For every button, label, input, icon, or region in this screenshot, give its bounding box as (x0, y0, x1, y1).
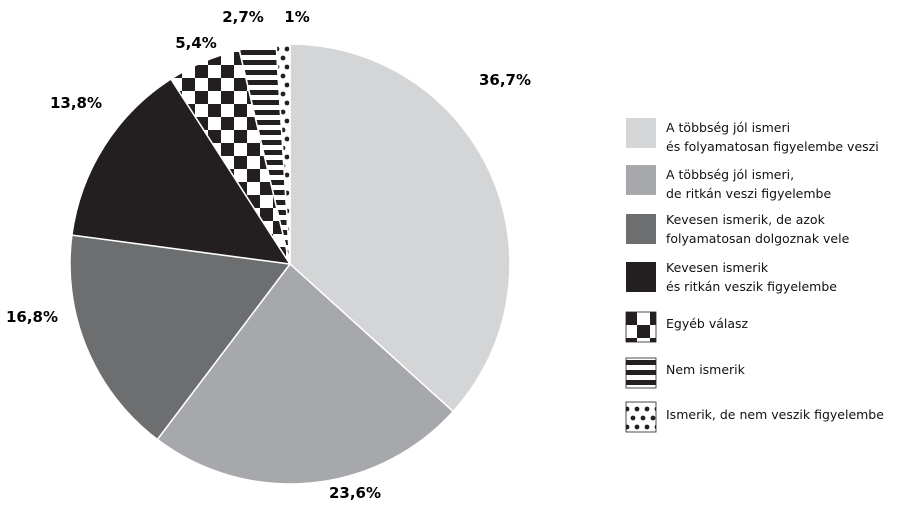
legend-label: Egyéb válasz (666, 316, 749, 331)
slice-value-label: 5,4% (175, 34, 217, 52)
pie-slice (71, 77, 292, 265)
pie-slices (69, 43, 511, 485)
legend-item: Egyéb válasz (625, 311, 749, 343)
legend-swatch (625, 401, 657, 433)
legend-label: Nem ismerik (666, 362, 746, 377)
legend-swatch (626, 118, 656, 148)
legend-label: A többség jól ismeri és folyamatosan figy… (666, 120, 879, 154)
legend-swatch (626, 262, 656, 292)
pie-slice (156, 262, 455, 485)
legend-swatch (625, 311, 657, 343)
legend: A többség jól ismeri és folyamatosan figy… (625, 118, 884, 433)
slice-value-label: 1% (284, 8, 309, 26)
slice-value-label: 2,7% (222, 8, 264, 26)
pie-slice (289, 43, 511, 413)
legend-swatch (625, 357, 657, 389)
slice-value-label: 36,7% (479, 71, 531, 89)
pie-slice (69, 234, 292, 441)
legend-swatch (626, 165, 656, 195)
legend-item: Ismerik, de nem veszik figyelembe (625, 401, 884, 433)
legend-label: Ismerik, de nem veszik figyelembe (666, 407, 884, 422)
legend-item: Nem ismerik (625, 357, 746, 389)
legend-item: Kevesen ismerik, de azok folyamatosan dol… (626, 212, 850, 246)
legend-item: A többség jól ismeri, de ritkán veszi fig… (626, 165, 831, 201)
slice-value-label: 23,6% (329, 484, 381, 502)
slice-value-label: 16,8% (6, 308, 58, 326)
pie-slice (275, 43, 291, 265)
legend-label: Kevesen ismerik, de azok folyamatosan dol… (666, 212, 850, 246)
pie-value-labels: 36,7% 23,6% 16,8% 13,8% 5,4% 2,7% 1% (6, 8, 531, 502)
legend-swatch (626, 214, 656, 244)
slice-value-label: 13,8% (50, 94, 102, 112)
legend-item: A többség jól ismeri és folyamatosan figy… (626, 118, 879, 154)
legend-label: Kevesen ismerik és ritkán veszik figyelem… (666, 260, 837, 294)
legend-label: A többség jól ismeri, de ritkán veszi fig… (666, 167, 831, 201)
legend-item: Kevesen ismerik és ritkán veszik figyelem… (626, 260, 837, 294)
